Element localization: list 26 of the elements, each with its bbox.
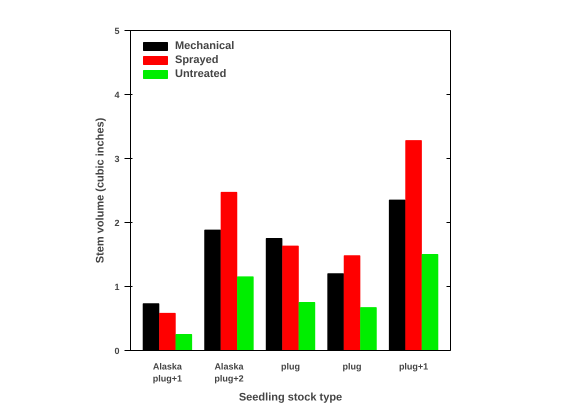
x-tick-label: plug+1 xyxy=(398,362,428,372)
y-tick-label: 2 xyxy=(114,218,120,228)
bar xyxy=(237,276,254,350)
legend-label: Sprayed xyxy=(175,54,218,66)
y-tick-label: 3 xyxy=(114,154,120,164)
bar xyxy=(422,254,438,350)
legend-label: Mechanical xyxy=(175,40,234,52)
x-tick-label: plug xyxy=(342,362,362,372)
y-axis-title: Stem volume (cubic inches) xyxy=(94,117,106,264)
x-tick-label: plug xyxy=(281,362,300,372)
y-tick-label: 4 xyxy=(114,90,120,100)
x-axis-title: Seedling stock type xyxy=(238,392,342,404)
bar xyxy=(360,307,377,350)
bar xyxy=(282,246,299,350)
y-tick-label: 5 xyxy=(114,26,120,36)
bar xyxy=(159,312,176,350)
bar xyxy=(176,334,192,350)
bar xyxy=(344,255,360,350)
legend-label: Untreated xyxy=(175,68,226,80)
bar xyxy=(220,192,238,350)
bar xyxy=(405,140,422,350)
x-tick-label: Alaska plug+2 xyxy=(214,362,244,384)
y-tick-label: 1 xyxy=(114,282,120,292)
bar xyxy=(298,302,316,350)
y-tick-label: 0 xyxy=(114,346,120,356)
x-tick-label: Alaska plug+1 xyxy=(152,362,183,384)
